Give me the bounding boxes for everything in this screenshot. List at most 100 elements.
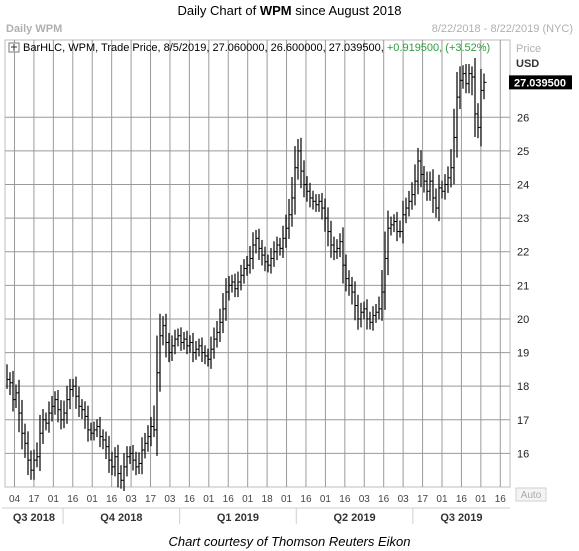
- price-bar: [285, 214, 289, 248]
- price-bar: [402, 200, 406, 244]
- price-bar: [483, 73, 487, 100]
- price-bar: [216, 320, 220, 348]
- legend: BarHLC, WPM, Trade Price, 8/5/2019, 27.0…: [8, 42, 490, 54]
- price-bar: [330, 220, 334, 258]
- price-bar: [84, 401, 88, 429]
- price-bar: [90, 422, 94, 441]
- price-bar: [291, 176, 295, 227]
- price-bar: [117, 444, 121, 488]
- x-tick-label: 01: [281, 494, 293, 505]
- chart-title-suffix: since August 2018: [291, 3, 402, 18]
- bar-series-icon: [11, 44, 17, 51]
- x-tick-label: 03: [359, 494, 371, 505]
- y-tick-label: 25: [517, 146, 529, 158]
- price-bar: [30, 450, 34, 480]
- x-tick-label: 17: [417, 494, 429, 505]
- price-bar: [99, 416, 103, 448]
- x-tick-label: 16: [456, 494, 468, 505]
- price-bar: [39, 414, 43, 472]
- price-bar: [450, 149, 454, 188]
- price-bar: [423, 166, 427, 193]
- price-bar: [174, 329, 178, 355]
- y-tick-label: 26: [517, 112, 529, 124]
- price-bar: [465, 64, 469, 94]
- price-bar: [405, 197, 409, 224]
- price-bar: [408, 190, 412, 217]
- x-tick-label: 03: [164, 494, 176, 505]
- price-bar: [123, 453, 127, 492]
- price-bar: [21, 399, 25, 450]
- price-bar: [165, 313, 169, 358]
- x-tick-label: 01: [48, 494, 60, 505]
- price-bar: [336, 239, 340, 259]
- x-tick-label: 16: [106, 494, 118, 505]
- price-bar: [42, 409, 46, 444]
- price-bar: [192, 332, 196, 363]
- price-bar: [222, 293, 226, 334]
- x-tick-label: 16: [300, 494, 312, 505]
- auto-button[interactable]: Auto: [515, 487, 547, 502]
- chart-title: Daily Chart of WPM since August 2018: [0, 3, 579, 18]
- price-bar: [339, 233, 343, 258]
- price-bar: [294, 146, 298, 215]
- price-bar: [255, 229, 259, 254]
- price-bar: [186, 330, 190, 355]
- price-bar: [132, 444, 136, 471]
- price-bar: [411, 182, 415, 210]
- x-tick-label: 16: [67, 494, 79, 505]
- price-bar: [345, 254, 349, 292]
- y-tick-label: 16: [517, 448, 529, 460]
- price-bar: [33, 449, 37, 480]
- price-bar: [6, 364, 10, 389]
- price-bar: [9, 372, 13, 396]
- price-bar: [444, 174, 448, 200]
- price-bar: [309, 182, 313, 208]
- price-bar: [396, 211, 400, 242]
- price-bars: [6, 57, 487, 492]
- price-bar: [105, 431, 109, 460]
- price-bar: [198, 338, 202, 357]
- price-bar: [315, 194, 319, 212]
- price-bar: [81, 399, 85, 419]
- legend-change: +0.919500, (+3.52%): [387, 42, 490, 54]
- price-bar: [390, 216, 394, 236]
- price-bar: [321, 192, 325, 220]
- price-bar: [282, 225, 286, 258]
- y-tick-label: 19: [517, 348, 529, 360]
- price-bar: [264, 246, 268, 272]
- y-axis: Price USD 16 17 18 19 20 21 22 23 24 25 26: [516, 43, 541, 460]
- price-bar: [393, 214, 397, 233]
- price-bar: [15, 384, 19, 409]
- price-bar: [159, 313, 163, 392]
- price-bar: [372, 306, 376, 331]
- price-bar: [87, 405, 91, 442]
- price-bar: [45, 412, 49, 431]
- x-tick-label: 16: [223, 494, 235, 505]
- price-bar: [354, 281, 358, 321]
- price-bar: [63, 400, 67, 429]
- price-bar: [150, 416, 154, 447]
- price-bar: [387, 210, 391, 276]
- price-bar: [207, 348, 211, 367]
- price-bar: [426, 171, 430, 201]
- x-tick-label: 16: [495, 494, 507, 505]
- x-tick-label: 04: [9, 494, 21, 505]
- price-bar: [252, 232, 256, 270]
- price-bar: [156, 335, 160, 456]
- price-bar: [111, 451, 115, 476]
- price-bar: [240, 264, 244, 291]
- price-bar: [270, 248, 274, 274]
- x-group-label: Q1 2019: [217, 512, 259, 524]
- y-tick-label: 17: [517, 415, 529, 427]
- price-bar: [324, 198, 328, 232]
- price-bar: [273, 241, 277, 267]
- y-tick-label: 24: [517, 180, 529, 192]
- price-bar: [219, 308, 223, 342]
- price-bar: [258, 228, 262, 260]
- price-bar: [51, 395, 55, 422]
- x-tick-label: 17: [28, 494, 40, 505]
- price-bar: [153, 405, 157, 438]
- x-tick-label: 17: [145, 494, 157, 505]
- price-bar: [120, 465, 124, 489]
- x-tick-label: 16: [184, 494, 196, 505]
